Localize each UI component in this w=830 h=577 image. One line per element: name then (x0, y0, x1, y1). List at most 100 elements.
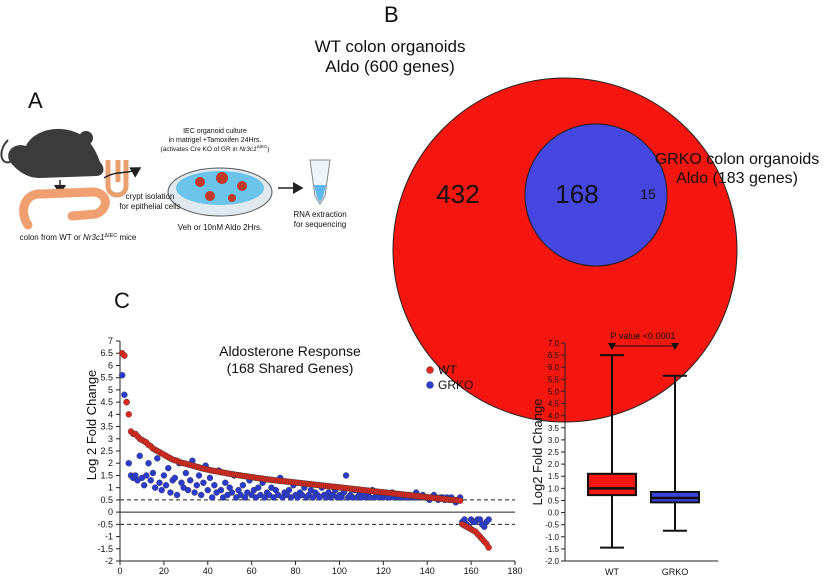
text-part: colon from WT or (20, 233, 83, 242)
point (228, 489, 236, 496)
x-tick-label: 40 (203, 566, 213, 576)
point (162, 482, 170, 489)
x-tick-label: 180 (507, 566, 522, 576)
bracket-arrow (608, 343, 616, 350)
text-part: mice (117, 233, 137, 242)
point (173, 491, 181, 499)
point (165, 464, 172, 472)
diagram-text: RNA extraction (293, 210, 346, 219)
y-tick-label: 5.5 (100, 373, 113, 383)
x-tick-label: WT (605, 567, 619, 577)
y-tick-label: -2 (105, 556, 113, 566)
y-tick-label: -0.5 (545, 521, 559, 530)
y-tick-label: 5 (108, 385, 113, 395)
point (140, 482, 148, 489)
point (193, 482, 201, 489)
legend-marker (426, 381, 434, 389)
point (121, 352, 128, 359)
y-tick-label: 0 (108, 507, 113, 517)
y-tick-label: 0.5 (100, 495, 113, 505)
point (456, 497, 464, 504)
point (160, 472, 168, 479)
point (145, 460, 152, 467)
y-tick-label: 6.5 (548, 351, 560, 360)
point (154, 455, 161, 462)
venn-overlap (525, 124, 667, 266)
diagram-text: (activates Cre KO of GR in Nr3c1ΔIEC) (161, 144, 270, 153)
arrow (103, 167, 142, 179)
y-tick-label: 0.0 (548, 509, 560, 518)
point (136, 452, 143, 460)
point (182, 469, 190, 477)
point (143, 472, 150, 479)
mouse-ear (79, 131, 93, 145)
mouse-tail (0, 139, 11, 164)
y-tick-label: -1.5 (97, 544, 113, 554)
diagram-text: colon from WT or Nr3c1ΔIEC mice (20, 233, 137, 242)
point (149, 469, 157, 477)
y-tick-label: 6.0 (548, 363, 560, 372)
point (191, 489, 198, 496)
y-axis-label: Log2 Fold Change (530, 399, 545, 506)
text-part: Nr3c1 (83, 233, 104, 242)
point (118, 372, 126, 379)
y-tick-label: -2.0 (545, 557, 559, 566)
point (171, 474, 179, 482)
y-tick-label: -1.0 (545, 533, 559, 542)
y-tick-label: 6 (108, 360, 113, 370)
y-tick-label: 4 (108, 409, 113, 419)
y-tick-label: 3 (108, 434, 113, 444)
y-tick-label: -0.5 (97, 519, 113, 529)
point (217, 486, 225, 494)
region-count: 432 (436, 179, 479, 209)
point (485, 516, 492, 523)
y-tick-label: 0.5 (548, 496, 560, 505)
y-tick-label: 1 (108, 483, 113, 493)
diagram-text: IEC organoid culture (183, 128, 247, 135)
diagram-text: crypt isolation (126, 192, 175, 201)
y-tick-label: 6.5 (100, 348, 113, 358)
schematic (0, 128, 331, 230)
point (485, 544, 492, 551)
x-tick-label: 0 (117, 566, 122, 576)
x-tick-label: 160 (464, 566, 479, 576)
y-tick-label: 5.5 (548, 375, 560, 384)
x-tick-label: 120 (376, 566, 391, 576)
crypt-icon (105, 160, 129, 198)
x-tick-label: 100 (332, 566, 347, 576)
y-tick-label: 2.0 (548, 460, 560, 469)
point (187, 477, 194, 484)
point (158, 486, 165, 494)
point (211, 482, 218, 489)
tube-icon (309, 159, 331, 205)
y-tick-label: 3.5 (548, 424, 560, 433)
y-tick-label: -1.5 (545, 545, 559, 554)
point (206, 474, 214, 482)
x-tick-label: 60 (247, 566, 257, 576)
y-tick-label: 4.5 (548, 400, 560, 409)
text-part: (activates Cre KO of GR in (161, 146, 240, 153)
x-tick-label: 80 (291, 566, 301, 576)
text-part: Nr3c1 (239, 146, 257, 153)
panel-label: B (384, 2, 399, 27)
tube-liquid (314, 185, 326, 202)
y-tick-label: 2.5 (548, 448, 560, 457)
point (184, 486, 192, 494)
y-tick-label: 1.5 (548, 472, 560, 481)
y-tick-label: 7 (108, 336, 113, 346)
y-tick-label: -1 (105, 532, 113, 542)
point (342, 472, 350, 479)
text-part: ΔIEC (104, 233, 117, 239)
chart-title: (168 Shared Genes) (227, 360, 354, 376)
point (208, 494, 216, 501)
diagram-text: in matrigel +Tamoxifen 24Hrs. (169, 137, 262, 144)
point (285, 486, 293, 494)
point (125, 460, 132, 467)
point (121, 391, 128, 398)
point (195, 472, 203, 479)
y-tick-label: 5.0 (548, 387, 560, 396)
y-tick-label: 7.0 (548, 339, 560, 348)
legend-marker (426, 366, 434, 374)
point (167, 489, 174, 496)
